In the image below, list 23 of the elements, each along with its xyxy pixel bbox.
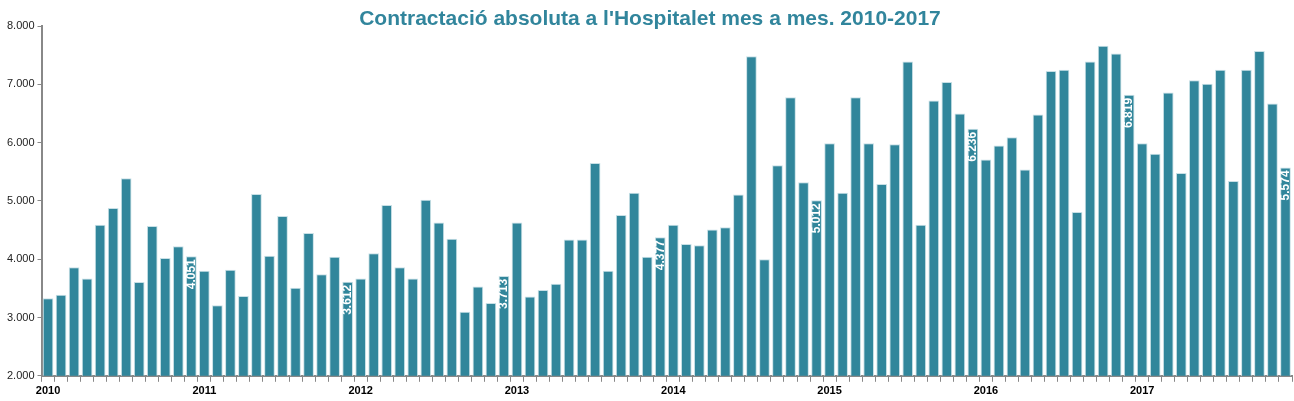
x-tick-label: 2015 bbox=[817, 384, 842, 397]
y-tick-label: 3.000 bbox=[7, 310, 35, 323]
x-tick-label: 2012 bbox=[348, 384, 373, 397]
data-label: 3.713 bbox=[496, 278, 511, 309]
data-label: 6.236 bbox=[965, 131, 980, 162]
x-tick-label: 2016 bbox=[973, 384, 999, 397]
y-tick-label: 7.000 bbox=[7, 77, 35, 90]
y-tick-label: 4.000 bbox=[7, 252, 35, 265]
x-tick-label: 2010 bbox=[35, 384, 61, 397]
data-label: 5.012 bbox=[808, 202, 823, 234]
x-tick-label: 2011 bbox=[192, 384, 217, 397]
x-tick-label: 2014 bbox=[661, 384, 687, 397]
y-tick-label: 6.000 bbox=[7, 135, 35, 148]
data-label: 3.612 bbox=[339, 284, 354, 315]
data-label: 4.377 bbox=[652, 239, 667, 271]
x-tick-label: 2013 bbox=[504, 384, 530, 397]
y-tick-label: 2.000 bbox=[7, 368, 35, 381]
y-tick-label: 8.000 bbox=[7, 19, 35, 32]
x-tick-label: 2017 bbox=[1129, 384, 1155, 397]
data-label: 5.574 bbox=[1277, 170, 1292, 201]
chart-title: Contractació absoluta a l'Hospitalet mes a mes. 2010-2017 bbox=[358, 6, 942, 30]
y-tick-label: 5.000 bbox=[7, 193, 35, 206]
data-label: 4.051 bbox=[183, 258, 198, 290]
